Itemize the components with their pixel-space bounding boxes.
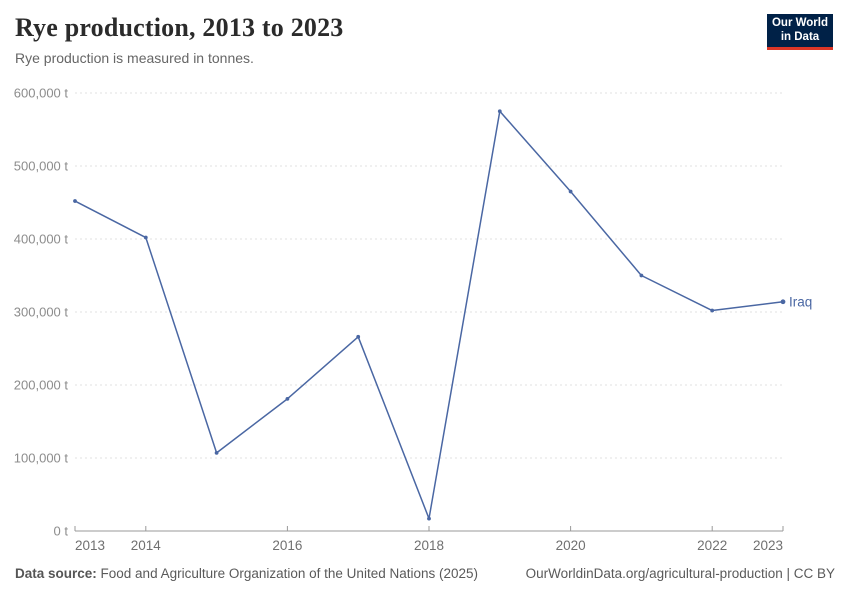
- footer-link[interactable]: OurWorldinData.org/agricultural-producti…: [525, 566, 835, 581]
- data-point-marker[interactable]: [285, 396, 290, 401]
- x-axis-tick-label: 2014: [131, 538, 162, 553]
- data-point-marker[interactable]: [214, 450, 219, 455]
- data-point-marker[interactable]: [639, 273, 644, 278]
- data-point-marker[interactable]: [143, 235, 148, 240]
- data-point-marker[interactable]: [780, 299, 786, 305]
- chart-footer: Data source: Food and Agriculture Organi…: [15, 566, 835, 581]
- y-axis-tick-label: 600,000 t: [14, 86, 69, 101]
- y-axis-tick-label: 0 t: [54, 524, 69, 539]
- x-axis-tick-label: 2018: [414, 538, 444, 553]
- data-source-text: Food and Agriculture Organization of the…: [96, 566, 479, 581]
- x-axis-tick-label: 2013: [75, 538, 105, 553]
- data-point-marker[interactable]: [568, 189, 573, 194]
- data-point-marker[interactable]: [427, 516, 431, 521]
- data-source-note: Data source: Food and Agriculture Organi…: [15, 566, 478, 581]
- data-point-marker[interactable]: [497, 109, 502, 114]
- x-axis-tick-label: 2020: [556, 538, 586, 553]
- data-source-label: Data source:: [15, 566, 97, 581]
- chart-header: Rye production, 2013 to 2023 Rye product…: [15, 12, 750, 66]
- data-point-marker[interactable]: [73, 199, 77, 203]
- series-line[interactable]: [74, 110, 784, 520]
- y-axis-tick-label: 500,000 t: [14, 159, 69, 174]
- owid-logo-text: Our World in Data: [771, 16, 828, 43]
- data-point-marker[interactable]: [356, 334, 361, 339]
- series-entity-label[interactable]: Iraq: [789, 294, 812, 309]
- data-point-marker[interactable]: [710, 308, 715, 313]
- y-axis-tick-label: 400,000 t: [14, 232, 69, 247]
- y-axis-tick-label: 100,000 t: [14, 451, 69, 466]
- x-axis-tick-label: 2022: [697, 538, 727, 553]
- y-axis-tick-label: 300,000 t: [14, 305, 69, 320]
- x-axis-tick-label: 2016: [272, 538, 302, 553]
- y-axis-tick-label: 200,000 t: [14, 378, 69, 393]
- chart-title: Rye production, 2013 to 2023: [15, 13, 344, 42]
- chart-subtitle: Rye production is measured in tonnes.: [15, 50, 254, 67]
- x-axis-tick-label: 2023: [753, 538, 783, 553]
- owid-logo[interactable]: Our World in Data: [767, 14, 833, 50]
